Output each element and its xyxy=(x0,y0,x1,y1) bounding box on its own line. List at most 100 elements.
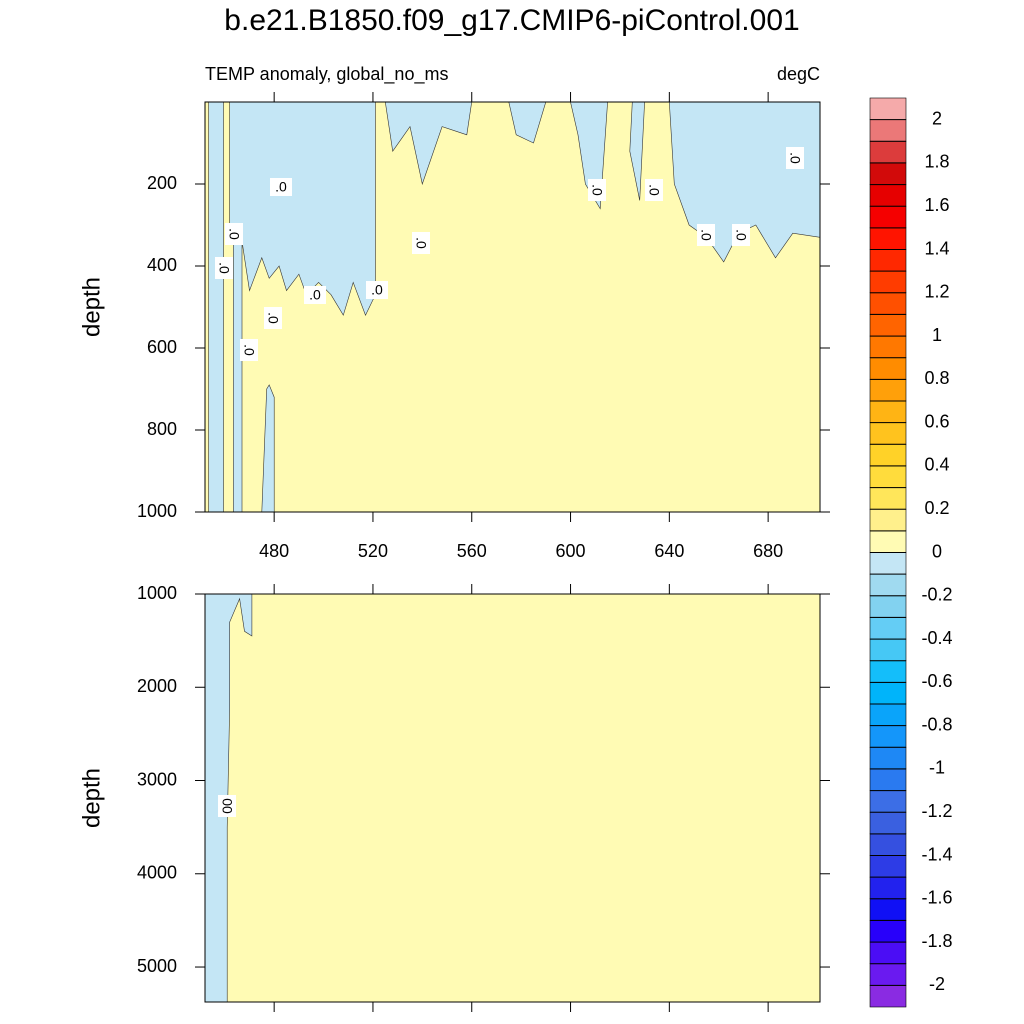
contour-label-group: .0 xyxy=(412,232,430,254)
colorbar-box xyxy=(869,465,907,488)
colorbar-box xyxy=(869,811,907,835)
colorbar-box xyxy=(869,162,907,185)
left-subtitle: TEMP anomaly, global_no_ms xyxy=(205,64,448,85)
contour-region xyxy=(508,102,547,144)
y-axis-label: depth xyxy=(78,277,105,337)
colorbar-box xyxy=(869,725,907,748)
colorbar-box xyxy=(869,746,907,770)
colorbar-box xyxy=(869,920,907,943)
colorbar-box xyxy=(869,270,907,294)
colorbar-box xyxy=(869,487,907,510)
colorbar-box xyxy=(869,184,907,207)
colorbar-box xyxy=(869,508,907,532)
contour-label-bg xyxy=(215,257,233,279)
contour-label: .0 xyxy=(241,344,257,356)
colorbar-box xyxy=(869,227,907,250)
y-tick-label: 2000 xyxy=(137,676,177,696)
contour-label-group: .0 xyxy=(588,179,606,201)
y-tick-label: 1000 xyxy=(137,583,177,603)
colorbar-label: -1.8 xyxy=(921,931,952,951)
colorbar-box xyxy=(869,400,907,423)
colorbar-label: 2 xyxy=(932,108,942,128)
colorbar-box xyxy=(869,617,907,640)
chart-title: b.e21.B1850.f09_g17.CMIP6-piControl.001 xyxy=(224,4,799,37)
x-tick-label: 520 xyxy=(358,541,388,561)
colorbar-box xyxy=(869,443,907,467)
colorbar-label: -1.4 xyxy=(921,844,952,864)
contour-label-group: .0 xyxy=(786,147,804,169)
contour-label-group: 00 xyxy=(218,795,236,817)
colorbar-box xyxy=(869,292,907,315)
contour-label-group: .0 xyxy=(215,257,233,279)
contour-label-bg xyxy=(240,339,258,361)
colorbar-label: -0.2 xyxy=(921,585,952,605)
contour-label-group: .0 xyxy=(697,224,715,246)
contour-label-bg xyxy=(732,224,750,246)
colorbar-box xyxy=(869,876,907,900)
contour-label: .0 xyxy=(413,237,429,249)
contour-label-group: .0 xyxy=(732,224,750,246)
colorbar-box xyxy=(869,335,907,359)
colorbar-box xyxy=(869,573,907,597)
contour-region xyxy=(205,594,253,1002)
colorbar-label: -2 xyxy=(929,974,945,994)
contour-region xyxy=(229,102,376,316)
contour-label-bg xyxy=(225,223,243,245)
colorbar-box xyxy=(869,314,907,337)
contour-label-bg xyxy=(645,179,663,201)
colorbar-label: 1.2 xyxy=(924,282,949,302)
colorbar-label: -1.6 xyxy=(921,888,952,908)
contour-label: .0 xyxy=(309,287,321,303)
contour-region xyxy=(261,384,275,512)
x-tick-label: 600 xyxy=(556,541,586,561)
colorbar-label: 0.4 xyxy=(924,455,949,475)
y-tick-label: 800 xyxy=(147,419,177,439)
plot-area xyxy=(205,594,253,1002)
colorbar-box xyxy=(869,855,907,878)
contour-label-bg xyxy=(218,795,236,817)
contour-region xyxy=(384,102,473,186)
colorbar-label: 0 xyxy=(932,541,942,561)
colorbar-box xyxy=(869,638,907,662)
x-tick-label: 680 xyxy=(753,541,783,561)
colorbar-box xyxy=(869,768,907,791)
y-tick-label: 600 xyxy=(147,337,177,357)
colorbar-box xyxy=(869,703,907,726)
colorbar-box xyxy=(869,140,907,164)
colorbar-box xyxy=(869,985,907,1008)
contour-label: .0 xyxy=(226,228,242,240)
colorbar-label: 0.8 xyxy=(924,368,949,388)
x-tick-label: 560 xyxy=(457,541,487,561)
colorbar-box xyxy=(869,379,907,402)
contour-label-bg xyxy=(264,307,282,329)
colorbar-label: 1.8 xyxy=(924,152,949,172)
colorbar-box xyxy=(869,660,907,683)
x-tick-label: 480 xyxy=(259,541,289,561)
contour-label-bg xyxy=(366,281,388,299)
y-axis-label: depth xyxy=(78,768,105,828)
contour-label-bg xyxy=(304,286,326,304)
contour-label: .0 xyxy=(787,152,803,164)
contour-label-group: .0 xyxy=(366,281,388,299)
contour-label: .0 xyxy=(216,262,232,274)
plot-background xyxy=(205,594,820,1002)
colorbar-label: -0.4 xyxy=(921,628,952,648)
colorbar-box xyxy=(869,249,907,272)
contour-label: 00 xyxy=(219,798,235,814)
colorbar-box xyxy=(869,530,907,553)
colorbar-box xyxy=(869,97,907,120)
contour-label-group: .0 xyxy=(270,178,292,196)
colorbar-box xyxy=(869,357,907,380)
contour-label: .0 xyxy=(275,179,287,195)
contour-label: .0 xyxy=(646,184,662,196)
colorbar-box xyxy=(869,205,907,229)
y-tick-label: 3000 xyxy=(137,769,177,789)
contour-label-group: .0 xyxy=(645,179,663,201)
colorbar-label: -0.6 xyxy=(921,671,952,691)
contour-label-bg xyxy=(786,147,804,169)
contour-region xyxy=(208,102,224,512)
contour-label: .0 xyxy=(589,184,605,196)
plot-frame xyxy=(204,101,821,513)
colorbar-label: -0.8 xyxy=(921,714,952,734)
